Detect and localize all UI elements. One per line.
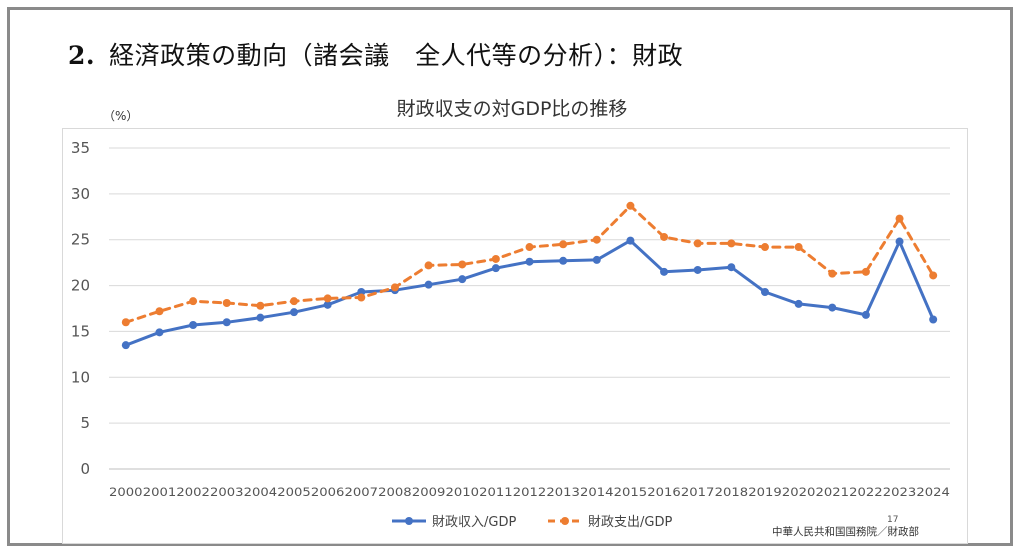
data-point-series-1 bbox=[929, 315, 938, 324]
x-tick-label: 2019 bbox=[748, 485, 782, 499]
data-point-series-2 bbox=[256, 301, 265, 310]
data-point-series-1 bbox=[626, 236, 635, 245]
x-tick-label: 2018 bbox=[715, 485, 749, 499]
chart-area bbox=[62, 128, 968, 544]
x-tick-label: 2006 bbox=[311, 485, 345, 499]
x-tick-label: 2007 bbox=[345, 485, 379, 499]
heading-number: 2. bbox=[68, 41, 96, 70]
data-point-series-1 bbox=[828, 303, 837, 312]
data-point-series-1 bbox=[222, 318, 231, 327]
legend-label-1: 財政収入/GDP bbox=[432, 515, 516, 530]
data-point-series-1 bbox=[794, 299, 803, 308]
data-point-series-2 bbox=[559, 240, 568, 249]
data-point-series-2 bbox=[929, 271, 938, 280]
data-point-series-2 bbox=[861, 267, 870, 276]
data-point-series-2 bbox=[491, 254, 500, 263]
x-tick-label: 2022 bbox=[849, 485, 883, 499]
data-point-series-2 bbox=[828, 269, 837, 278]
x-tick-label: 2024 bbox=[916, 485, 950, 499]
data-point-series-2 bbox=[458, 260, 467, 269]
data-point-series-2 bbox=[290, 297, 299, 306]
data-point-series-1 bbox=[256, 313, 265, 322]
x-tick-label: 2016 bbox=[647, 485, 681, 499]
data-point-series-1 bbox=[491, 264, 500, 273]
y-tick-label: 25 bbox=[71, 231, 90, 249]
x-tick-label: 2015 bbox=[614, 485, 648, 499]
data-point-series-2 bbox=[222, 298, 231, 307]
x-tick-label: 2000 bbox=[109, 485, 143, 499]
x-tick-label: 2023 bbox=[883, 485, 917, 499]
data-point-series-2 bbox=[693, 239, 702, 248]
data-point-series-1 bbox=[660, 267, 669, 276]
data-point-series-2 bbox=[390, 283, 399, 292]
x-tick-label: 2021 bbox=[816, 485, 850, 499]
x-tick-label: 2003 bbox=[210, 485, 244, 499]
legend-marker-1 bbox=[405, 517, 413, 525]
page-number: 17 bbox=[887, 515, 899, 525]
data-point-series-1 bbox=[424, 280, 433, 289]
data-point-series-2 bbox=[121, 318, 130, 327]
data-point-series-1 bbox=[525, 257, 534, 266]
x-tick-label: 2009 bbox=[412, 485, 446, 499]
x-tick-label: 2008 bbox=[378, 485, 412, 499]
x-tick-label: 2001 bbox=[143, 485, 177, 499]
data-point-series-2 bbox=[626, 201, 635, 210]
y-tick-label: 5 bbox=[80, 414, 90, 432]
data-point-series-2 bbox=[357, 293, 366, 302]
data-point-series-2 bbox=[660, 232, 669, 241]
data-point-series-2 bbox=[424, 261, 433, 270]
y-tick-label: 35 bbox=[71, 139, 90, 157]
data-point-series-2 bbox=[155, 307, 164, 316]
data-point-series-1 bbox=[592, 255, 601, 264]
x-tick-label: 2013 bbox=[546, 485, 580, 499]
data-point-series-2 bbox=[895, 214, 904, 223]
x-tick-label: 2012 bbox=[513, 485, 547, 499]
legend-marker-2 bbox=[561, 517, 569, 525]
data-point-series-2 bbox=[727, 239, 736, 248]
y-tick-label: 10 bbox=[71, 368, 90, 386]
legend-label-2: 財政支出/GDP bbox=[588, 515, 672, 530]
data-point-series-2 bbox=[323, 294, 332, 303]
data-point-series-1 bbox=[323, 300, 332, 309]
data-point-series-1 bbox=[693, 265, 702, 274]
x-tick-label: 2004 bbox=[244, 485, 278, 499]
data-point-series-1 bbox=[760, 287, 769, 296]
data-point-series-1 bbox=[559, 256, 568, 265]
x-tick-label: 2010 bbox=[445, 485, 479, 499]
x-tick-label: 2005 bbox=[277, 485, 311, 499]
data-point-series-1 bbox=[189, 321, 198, 330]
slide-heading: 2. 経済政策の動向（諸会議 全人代等の分析）：財政 bbox=[68, 36, 683, 72]
x-tick-label: 2020 bbox=[782, 485, 816, 499]
data-point-series-1 bbox=[458, 275, 467, 284]
y-tick-label: 0 bbox=[80, 460, 90, 478]
x-tick-label: 2011 bbox=[479, 485, 513, 499]
y-tick-label: 30 bbox=[71, 185, 90, 203]
data-point-series-2 bbox=[794, 243, 803, 252]
heading-text: 経済政策の動向（諸会議 全人代等の分析）：財政 bbox=[109, 41, 684, 70]
y-tick-label: 15 bbox=[71, 322, 90, 340]
data-point-series-1 bbox=[895, 237, 904, 246]
data-point-series-1 bbox=[357, 287, 366, 296]
data-point-series-1 bbox=[121, 341, 130, 350]
data-point-series-1 bbox=[290, 308, 299, 317]
data-point-series-2 bbox=[760, 243, 769, 252]
y-unit-label: （%） bbox=[103, 109, 139, 123]
data-point-series-2 bbox=[525, 243, 534, 252]
x-tick-label: 2002 bbox=[176, 485, 210, 499]
x-tick-label: 2017 bbox=[681, 485, 715, 499]
data-point-series-1 bbox=[155, 328, 164, 337]
y-tick-label: 20 bbox=[71, 277, 90, 295]
slide-frame bbox=[7, 7, 1013, 546]
data-point-series-1 bbox=[727, 263, 736, 272]
source-note: 中華人民共和国国務院／財政部 bbox=[772, 526, 919, 538]
x-tick-label: 2014 bbox=[580, 485, 614, 499]
data-point-series-2 bbox=[189, 297, 198, 306]
data-point-series-2 bbox=[592, 235, 601, 244]
chart-title: 財政収支の対GDP比の推移 bbox=[396, 98, 628, 120]
data-point-series-1 bbox=[861, 310, 870, 319]
